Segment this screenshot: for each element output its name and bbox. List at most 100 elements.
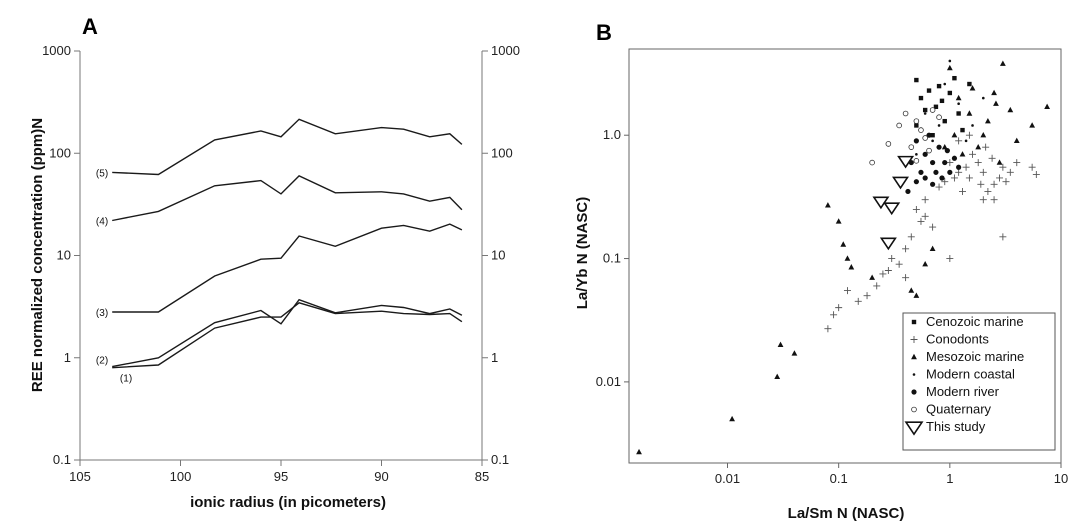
scatter-point-plus [912,205,920,213]
scatter-point-plus [979,196,987,204]
scatter-point-circle [939,175,945,181]
scatter-point-plus [990,196,998,204]
panel-a-y-tick-right-label: 10 [491,248,505,263]
legend-marker-ring [911,406,917,413]
panel-b-x-tick-label: 0.1 [830,471,848,486]
panel-a-series-label: (1) [120,374,132,385]
scatter-point-square [914,77,919,83]
scatter-point-square [926,88,932,93]
scatter-point-triangle [869,274,876,280]
scatter-point-dot [923,112,927,115]
scatter-point-plus [888,255,896,263]
panel-a-y-tick-right-label: 1 [491,350,498,365]
legend-entry-label: Quaternary [926,402,992,417]
scatter-point-plus [1006,168,1014,176]
scatter-point-plus [965,131,973,139]
panel-a-series-label: (2) [96,356,108,367]
scatter-point-circle [922,151,928,157]
panel-b-plot-frame [628,48,1062,464]
scatter-point-triangle [844,255,851,261]
scatter-point-square [930,133,935,138]
scatter-point-triangle [1044,103,1051,109]
scatter-point-square [952,75,957,81]
scatter-point-square [918,95,924,101]
panel-b-y-tick-label: 0.01 [596,374,621,389]
scatter-point-triangle [984,117,991,124]
scatter-point-triangle [791,350,798,356]
scatter-point-plus [946,159,954,167]
panel-a-y-tick-right-label: 1000 [491,43,520,58]
scatter-point-triangle [975,143,982,150]
panel-a-y-tick-left-label: 1 [64,350,71,365]
scatter-point-square [939,98,945,104]
legend-entry-label: This study [926,419,986,434]
scatter-point-plus [984,187,992,195]
scatter-point-triangle-down [897,155,915,169]
scatter-point-dot [964,139,968,143]
scatter-point-triangle [959,151,966,157]
scatter-point-plus [996,174,1004,182]
panel-a-y-tick-left-label: 10 [57,248,71,263]
scatter-point-ring [922,135,928,141]
scatter-point-circle [918,169,924,175]
scatter-point-plus [873,282,881,290]
panel-a-letter: A [82,14,98,39]
scatter-point-ring [869,159,875,166]
scatter-point-triangle [946,64,953,71]
scatter-point-triangle [951,132,958,138]
scatter-point-square [967,81,972,87]
scatter-point-triangle [922,260,929,267]
scatter-point-dot [957,102,960,106]
scatter-point-plus [965,174,973,182]
scatter-point-triangle-down [883,202,901,216]
scatter-point-plus [1032,171,1040,179]
scatter-point-square [956,111,961,116]
scatter-point-plus [990,180,998,188]
panel-b-points [636,59,1051,455]
scatter-point-dot [937,124,941,127]
scatter-point-triangle [774,373,781,379]
scatter-point-plus [863,292,871,300]
panel-a-x-tick-label: 105 [69,469,91,484]
panel-b-y-tick-label: 1.0 [603,127,621,142]
panel-a-series-line [112,223,463,313]
scatter-point-triangle [840,241,847,247]
panel-a-series-label: (4) [96,216,108,227]
panel-b-x-tick-label: 0.01 [715,471,740,486]
panel-a-x-tick-label: 85 [475,469,489,484]
scatter-point-plus [929,223,937,231]
scatter-point-plus [854,297,862,305]
panel-a-y-axis-title: REE normalized concentration (ppm)N [29,118,46,392]
scatter-point-circle [926,132,932,138]
scatter-point-plus [950,174,958,182]
scatter-point-triangle [824,202,831,208]
panel-a-x-tick-label: 100 [170,469,192,484]
scatter-point-triangle [913,292,920,298]
panel-a-x-tick-label: 95 [274,469,288,484]
scatter-point-plus [1028,163,1036,171]
panel-a-series: (5) (4) (3) (2) (1) [96,118,463,385]
scatter-point-triangle [996,159,1003,165]
scatter-point-triangle [835,218,842,224]
legend-entry-label: Conodonts [926,332,989,347]
panel-a-y-tick-left-label: 1000 [42,43,71,58]
panel-a-series-label: (5) [96,168,108,179]
scatter-point-plus [982,143,990,151]
scatter-point-dot [981,96,985,100]
scatter-point-triangle [966,110,973,116]
scatter-point-dot [931,139,934,143]
scatter-point-square [933,104,939,109]
scatter-point-square [936,83,942,89]
scatter-point-circle [933,169,939,175]
scatter-point-plus [979,168,987,176]
scatter-point-square [914,123,919,128]
scatter-point-plus [835,304,843,312]
scatter-point-plus [955,168,963,176]
legend-marker-square [911,319,917,325]
panel-a-x-axis-title: ionic radius (in picometers) [190,494,386,511]
scatter-point-circle [922,175,928,181]
scatter-point-plus [1013,159,1021,167]
scatter-point-circle [951,155,958,161]
panel-a-series-line [112,298,463,368]
